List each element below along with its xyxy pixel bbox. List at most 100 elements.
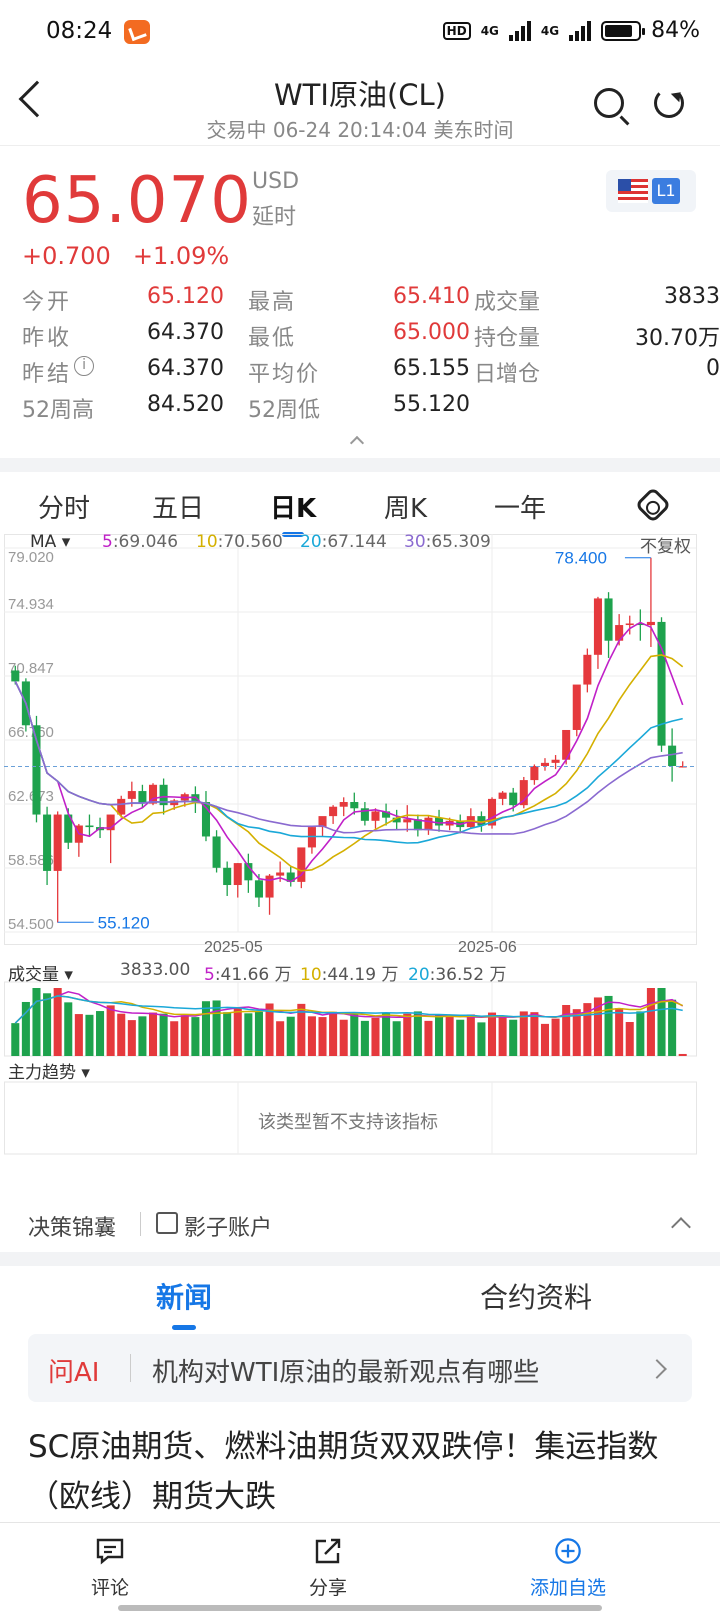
refresh-icon[interactable] (654, 88, 684, 118)
share-icon (315, 1538, 341, 1564)
currency-block: USD 延时 (252, 164, 299, 236)
volume-bar (625, 1022, 634, 1056)
volume-bar (339, 1019, 348, 1056)
volume-bar (509, 1019, 518, 1056)
vol-ma5: 5:41.66 万 (204, 960, 292, 985)
hd-icon: HD (442, 21, 471, 40)
adjust-toggle[interactable]: 不复权 (640, 537, 691, 557)
y-tick-label: 58.586 (8, 852, 54, 869)
divider (140, 1212, 141, 1236)
candle-body (329, 806, 338, 817)
candle-body (201, 802, 211, 837)
us-flag-icon (618, 179, 648, 203)
y-tick-label: 70.847 (8, 660, 54, 677)
comment-button[interactable]: 评论 (50, 1537, 170, 1600)
vol-ma20-key: 20 (408, 965, 430, 985)
vol-ma5-line (14, 991, 684, 1024)
tab-news[interactable]: 新闻 (156, 1276, 212, 1330)
news-headline[interactable]: SC原油期货、燃料油期货双双跌停！集运指数（欧线）期货大跌 (28, 1429, 659, 1515)
week52-high-label: 52周高 (22, 398, 94, 423)
volume-selector[interactable]: 成交量 ▾ (8, 965, 73, 985)
volume-bar (371, 1017, 380, 1056)
info-icon[interactable]: i (74, 356, 95, 376)
indicator-label: 主力趋势 (8, 1063, 76, 1083)
volume-bar (498, 1016, 507, 1056)
tab-one-year[interactable]: 一年 (494, 494, 547, 524)
decision-kit-link[interactable]: 决策锦囊 (28, 1216, 117, 1241)
tab-five-day[interactable]: 五日 (152, 494, 205, 524)
candle-body (297, 847, 306, 882)
volume-bar (466, 1014, 475, 1056)
indicator-selector[interactable]: 主力趋势 ▾ (8, 1063, 90, 1083)
candle-body (223, 867, 232, 886)
volume-bar (96, 1011, 105, 1056)
candle-body (159, 784, 168, 806)
volume-bar (127, 1020, 136, 1056)
volume-bar (117, 1013, 126, 1056)
shadow-account-icon (156, 1212, 178, 1234)
kline-chart-area[interactable]: 79.020 74.934 70.847 66.760 62.673 58.586 54.5… (4, 532, 718, 1194)
volume-bar (74, 1014, 83, 1056)
vol-ma10-value: :44.19 万 (321, 965, 399, 985)
avg-price-value: 65.155 (393, 356, 470, 381)
tab-weekly-k[interactable]: 周K (384, 494, 428, 524)
open-interest-value: 30.70万 (635, 326, 720, 351)
settings-icon[interactable] (634, 486, 672, 524)
candle-body (562, 729, 571, 760)
ma-selector[interactable]: MA ▾ (30, 532, 71, 552)
candle-body (286, 872, 295, 882)
candle-body (646, 621, 655, 626)
candle-body (572, 684, 581, 730)
quote-stats: 今开 65.120 最高 65.410 成交量 3833 昨收 64.370 最… (22, 284, 720, 428)
spacer (0, 1186, 720, 1196)
collapse-chevron-icon[interactable] (349, 435, 365, 451)
ma30: 30:65.309 (404, 532, 491, 552)
open-interest-label: 持仓量 (474, 326, 541, 351)
share-button[interactable]: 分享 (268, 1537, 388, 1600)
market-level-badge[interactable]: L1 (606, 170, 696, 212)
currency: USD (252, 169, 300, 194)
candle-body (392, 817, 401, 823)
x-tick-label: 2025-06 (458, 939, 517, 956)
add-watchlist-button[interactable]: 添加自选 (508, 1537, 628, 1600)
volume-bar (329, 1011, 338, 1056)
decision-bar: 决策锦囊 影子账户 (0, 1196, 720, 1252)
vol-ma20: 20:36.52 万 (408, 960, 506, 985)
ask-ai-card[interactable]: 问AI 机构对WTI原油的最新观点有哪些 (28, 1334, 692, 1402)
volume-bar (180, 1015, 189, 1056)
period-tabs: 分时 五日 日K 周K 一年 (0, 478, 720, 538)
candle-body (530, 765, 539, 781)
candle-body (583, 654, 592, 685)
candle-body (138, 791, 147, 804)
search-icon[interactable] (594, 88, 624, 118)
tab-intraday[interactable]: 分时 (38, 494, 91, 524)
shadow-account-link[interactable]: 影子账户 (184, 1216, 273, 1241)
volume-bar (668, 999, 677, 1056)
candle-body (424, 817, 433, 831)
candle-body (64, 814, 73, 843)
stats-row: 今开 65.120 最高 65.410 成交量 3833 (22, 284, 720, 320)
candle-body (32, 725, 41, 815)
ma20-value: :67.144 (321, 532, 387, 552)
kline-chart[interactable]: 79.020 74.934 70.847 66.760 62.673 58.586 54.5… (4, 534, 718, 1194)
news-tabs: 新闻 合约资料 (0, 1268, 720, 1330)
daily-oi-change-label: 日增仓 (474, 362, 541, 387)
chevron-up-icon[interactable] (671, 1217, 691, 1237)
clock: 08:24 (46, 18, 113, 44)
volume-bar (21, 1001, 30, 1056)
comment-icon (96, 1538, 124, 1565)
candle-body (403, 819, 412, 823)
ma5-key: 5 (102, 532, 113, 552)
price-change: +0.700 (22, 242, 111, 270)
volume-bar (435, 1014, 444, 1056)
volume-bar (106, 1005, 115, 1056)
candle-body (540, 762, 550, 766)
tab-daily-k[interactable]: 日K (270, 488, 316, 537)
candle-body (127, 791, 136, 799)
tab-contract-info[interactable]: 合约资料 (480, 1281, 593, 1314)
network-type-2: 4G (540, 23, 560, 38)
candle-body (678, 765, 687, 768)
status-bar: 08:24 HD 4G 4G 84% (0, 0, 720, 64)
volume-bar (53, 988, 62, 1056)
volume-bar (286, 1016, 295, 1056)
